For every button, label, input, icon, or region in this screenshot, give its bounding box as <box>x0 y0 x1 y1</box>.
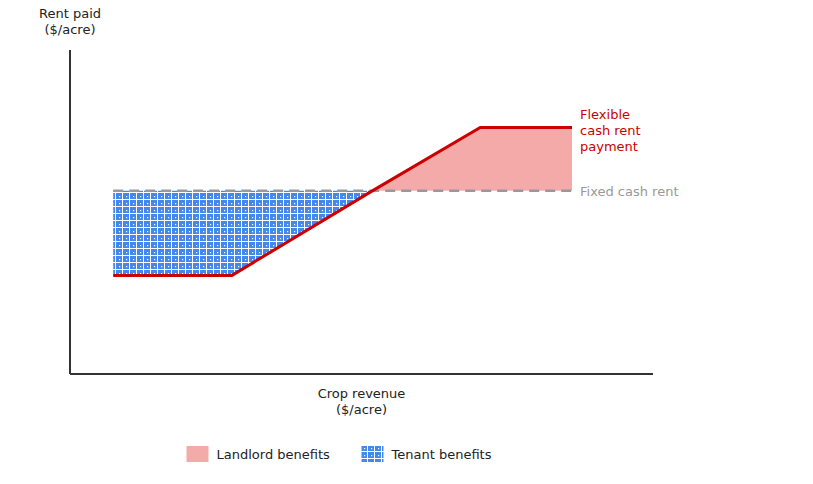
legend-label: Landlord benefits <box>217 447 331 462</box>
legend-swatch <box>187 446 209 462</box>
x-axis-label: Crop revenue($/acre) <box>318 386 406 417</box>
y-axis <box>69 50 71 374</box>
y-axis-label: Rent paid($/acre) <box>39 6 101 37</box>
line <box>113 190 572 193</box>
chart: Fixed cash rent Flexiblecash rentpayment C… <box>0 0 813 484</box>
legend-swatch <box>362 446 384 462</box>
series-label: Flexiblecash rentpayment <box>580 107 641 154</box>
area <box>113 191 372 276</box>
series-label: Fixed cash rent <box>580 184 678 199</box>
legend-label: Tenant benefits <box>391 447 492 462</box>
line <box>113 127 572 275</box>
area <box>372 127 572 190</box>
plot-area <box>113 127 572 275</box>
x-axis <box>70 373 653 375</box>
legend: Landlord benefits Tenant benefits <box>187 446 492 462</box>
